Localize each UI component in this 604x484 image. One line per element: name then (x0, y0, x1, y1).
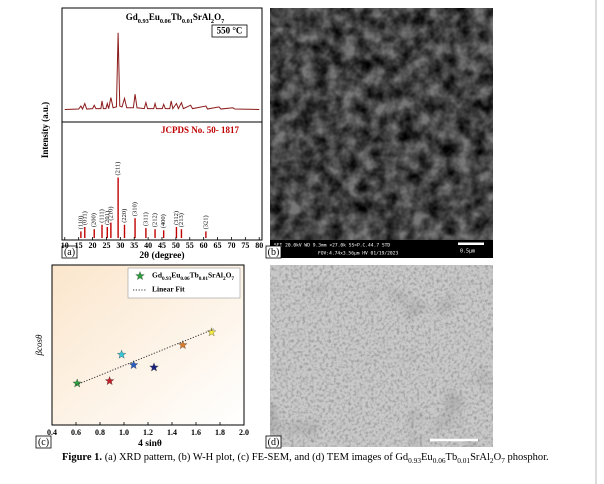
hkl-label: (201) (104, 211, 111, 225)
panel-label-box (61, 245, 78, 259)
x-tick-label: 50 (172, 241, 180, 250)
y-axis-label: βcosθ (34, 334, 44, 356)
hkl-label: (200) (91, 213, 98, 227)
sem-info: FOV:4.74x3.56μm HV 01/19/2023 (318, 251, 398, 257)
panel-label: (b) (268, 247, 280, 258)
x-tick-label: 55 (186, 241, 194, 250)
hkl-label: (212) (152, 213, 159, 227)
legend-star (135, 271, 145, 280)
x-axis-label: 2θ (degree) (139, 250, 184, 261)
x-tick-label: 1.4 (167, 428, 177, 437)
x-tick-label: 10 (61, 241, 69, 250)
x-tick-label: 45 (158, 241, 166, 250)
sem-texture (270, 8, 493, 240)
jcpds-label: JCPDS No. 50- 1817 (161, 125, 239, 135)
caption-text: (a) XRD pattern, (b) W-H plot, (c) FE-SE… (104, 452, 549, 466)
sem-info: SEI 20.0kV WD 9.3mm ×27.0k SS=P.C.44.7 S… (274, 243, 390, 249)
x-axis-label: 4 sinθ (138, 439, 162, 449)
panel-label: (c) (38, 437, 49, 448)
xrd-frame (61, 7, 263, 241)
legend-box (127, 267, 241, 299)
x-tick-label: 60 (200, 241, 208, 250)
hkl-label: (011) (81, 211, 88, 225)
hkl-label: (210) (107, 207, 114, 221)
hkl-label: (311) (142, 212, 149, 226)
scale-bar (458, 242, 484, 245)
x-tick-label: 2.0 (239, 428, 249, 437)
hkl-label: (321) (202, 215, 209, 229)
panel-label: (a) (64, 247, 75, 258)
sem-info-bar (270, 240, 493, 258)
x-tick-label: 1.6 (191, 428, 201, 437)
caption-label: Figure 1. (62, 452, 103, 463)
x-tick-label: 1.2 (143, 428, 153, 437)
sample-formula: Gd0.93Eu0.06Tb0.01SrAl2O7 (126, 12, 224, 25)
hkl-label: (312) (173, 211, 180, 225)
x-tick-label: 0.8 (95, 428, 105, 437)
panel-label-box (35, 435, 52, 449)
hkl-label: (213) (178, 213, 185, 227)
x-tick-label: 65 (214, 241, 222, 250)
x-tick-label: 25 (102, 241, 110, 250)
hkl-label: (220) (121, 209, 128, 223)
hkl-label: (400) (160, 214, 167, 228)
x-tick-label: 1.8 (215, 428, 225, 437)
x-tick-label: 0.6 (71, 428, 81, 437)
figure-caption: Figure 1. (a) XRD pattern, (b) W-H plot,… (62, 451, 562, 467)
data-star (72, 378, 82, 388)
temp-box (211, 24, 248, 38)
panel-label: (d) (268, 437, 280, 448)
x-tick-label: 75 (241, 241, 249, 250)
x-tick-label: 70 (227, 241, 235, 250)
xrd-pattern (64, 32, 260, 111)
hkl-label: (211) (115, 162, 122, 176)
scale-label: 0.5μm (460, 249, 475, 255)
data-star (116, 349, 127, 359)
x-tick-label: 0.4 (47, 428, 57, 437)
x-tick-label: 40 (144, 241, 152, 250)
data-star (128, 360, 139, 369)
x-tick-label: 20 (89, 241, 97, 250)
data-star (178, 340, 188, 349)
hkl-label: (310) (132, 202, 139, 216)
data-star (104, 376, 115, 385)
temperature: 550 °C (217, 26, 243, 36)
legend-label: Gd0.93Eu0.06Tb0.01SrAl2O7 (152, 271, 234, 282)
data-star (149, 362, 159, 372)
x-tick-label: 30 (116, 241, 124, 250)
x-tick-label: 80 (255, 241, 263, 250)
panel-label-box (265, 245, 282, 259)
x-tick-label: 1.0 (119, 428, 129, 437)
fit-line (75, 328, 215, 386)
x-tick-label: 35 (130, 241, 138, 250)
hkl-label: (111) (98, 209, 105, 223)
legend-label: Linear Fit (152, 285, 185, 294)
tem-texture (270, 265, 493, 447)
hkl-label: (110) (77, 216, 84, 230)
x-tick-label: 15 (75, 241, 83, 250)
y-axis-label: Intensity (a.u.) (40, 102, 50, 158)
panel-label-box (265, 435, 282, 449)
